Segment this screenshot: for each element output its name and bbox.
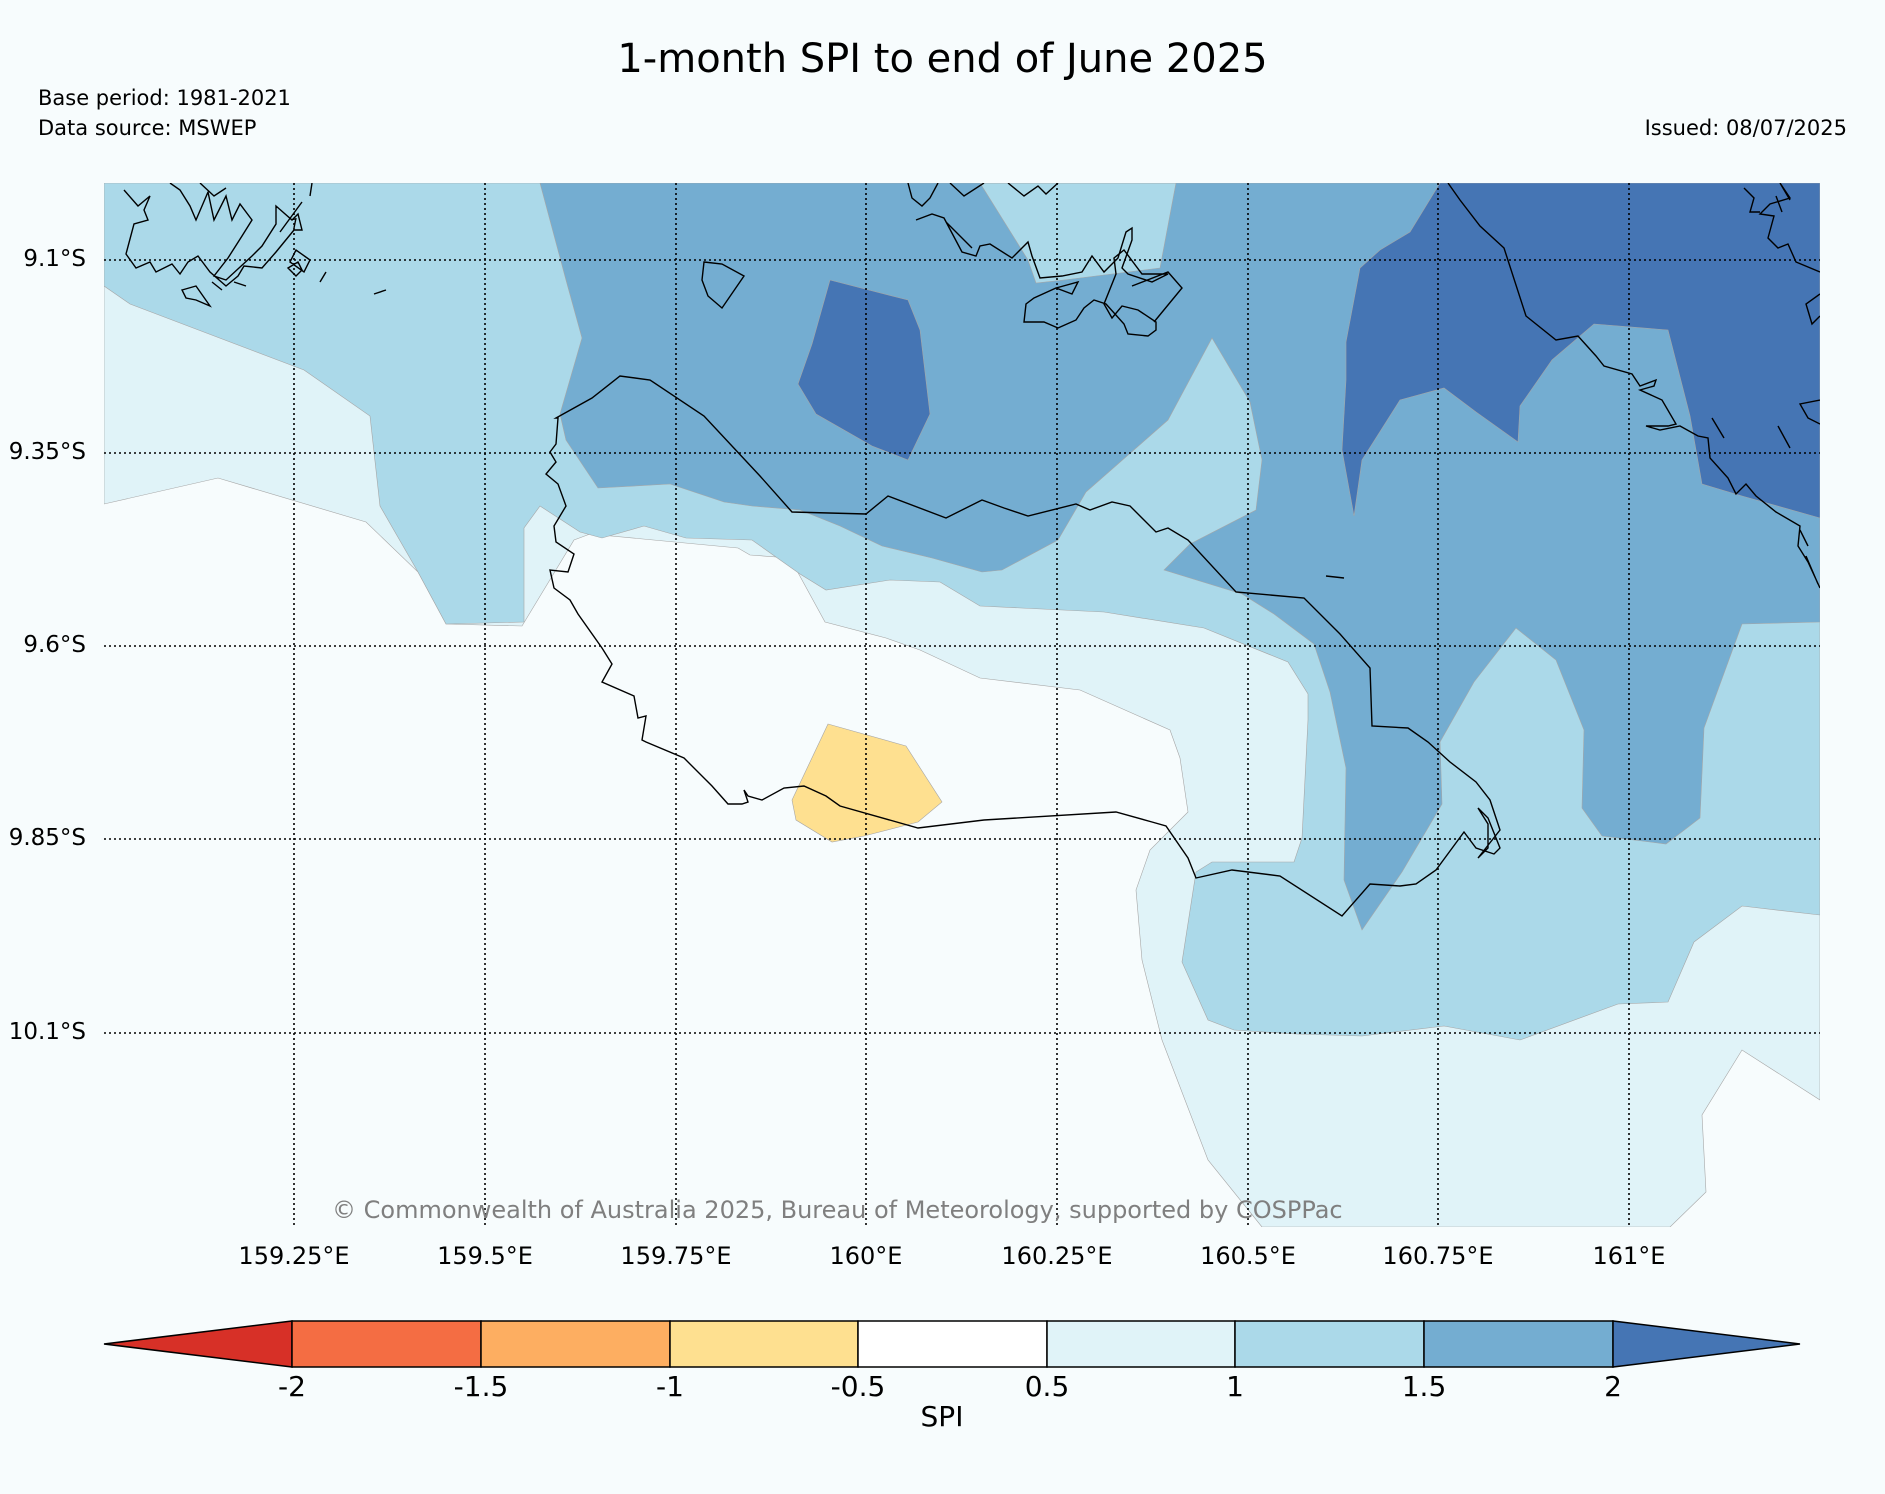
coastline-russell-islands [123, 183, 746, 310]
colorbar-title: SPI [920, 1400, 964, 1433]
lon-label: 159.25°E [238, 1242, 350, 1270]
lat-label: 10.1°S [8, 1019, 86, 1045]
lon-label: 160°E [829, 1242, 903, 1270]
colorbar-segment [480, 1320, 671, 1368]
map-title: 1-month SPI to end of June 2025 [617, 36, 1268, 82]
lon-label: 160.5°E [1200, 1242, 1296, 1270]
colorbar-segment [857, 1320, 1048, 1368]
lon-label: 159.75°E [620, 1242, 732, 1270]
coastline-malaita [1325, 183, 1820, 589]
lon-label: 161°E [1592, 1242, 1666, 1270]
copyright-notice: © Commonwealth of Australia 2025, Bureau… [332, 1196, 1343, 1224]
lon-label: 159.5°E [437, 1242, 533, 1270]
colorbar-tick-label: -1.5 [453, 1370, 509, 1403]
colorbar-segment [1046, 1320, 1236, 1368]
graticule [104, 183, 1820, 1227]
lon-label: 160.25°E [1001, 1242, 1113, 1270]
colorbar-segment [1234, 1320, 1425, 1368]
issued-date: Issued: 08/07/2025 [1644, 116, 1847, 140]
colorbar-extend-high [1612, 1320, 1801, 1368]
coastline-florida-islands [907, 183, 1183, 337]
coastlines [123, 183, 1820, 917]
colorbar-tick-label: 0.5 [1024, 1370, 1070, 1403]
colorbar-tick-label: -1 [656, 1370, 684, 1403]
spi-contours [104, 183, 1820, 1227]
colorbar-tick-label: 1.5 [1401, 1370, 1447, 1403]
colorbar-tick-label: 2 [1604, 1370, 1622, 1403]
lat-label: 9.85°S [8, 825, 86, 851]
colorbar-tick-label: -0.5 [830, 1370, 886, 1403]
data-source: Data source: MSWEP [38, 116, 257, 140]
base-period: Base period: 1981-2021 [38, 86, 291, 110]
colorbar-tick-label: -2 [278, 1370, 306, 1403]
spi-above-2-area [1341, 183, 1820, 519]
lat-label: 9.35°S [8, 439, 86, 465]
colorbar-segment [291, 1320, 482, 1368]
lat-label: 9.6°S [23, 632, 86, 658]
colorbar-segment [669, 1320, 859, 1368]
colorbar-tick-label: 1 [1226, 1370, 1244, 1403]
coastline-guadalcanal [545, 375, 1501, 917]
colorbar-extend-low [103, 1320, 293, 1368]
colorbar [103, 1320, 1801, 1368]
lat-label: 9.1°S [23, 246, 86, 272]
spi-minus1-to-minus0.5-area [791, 723, 943, 843]
colorbar-segment [1423, 1320, 1614, 1368]
lon-label: 160.75°E [1382, 1242, 1494, 1270]
